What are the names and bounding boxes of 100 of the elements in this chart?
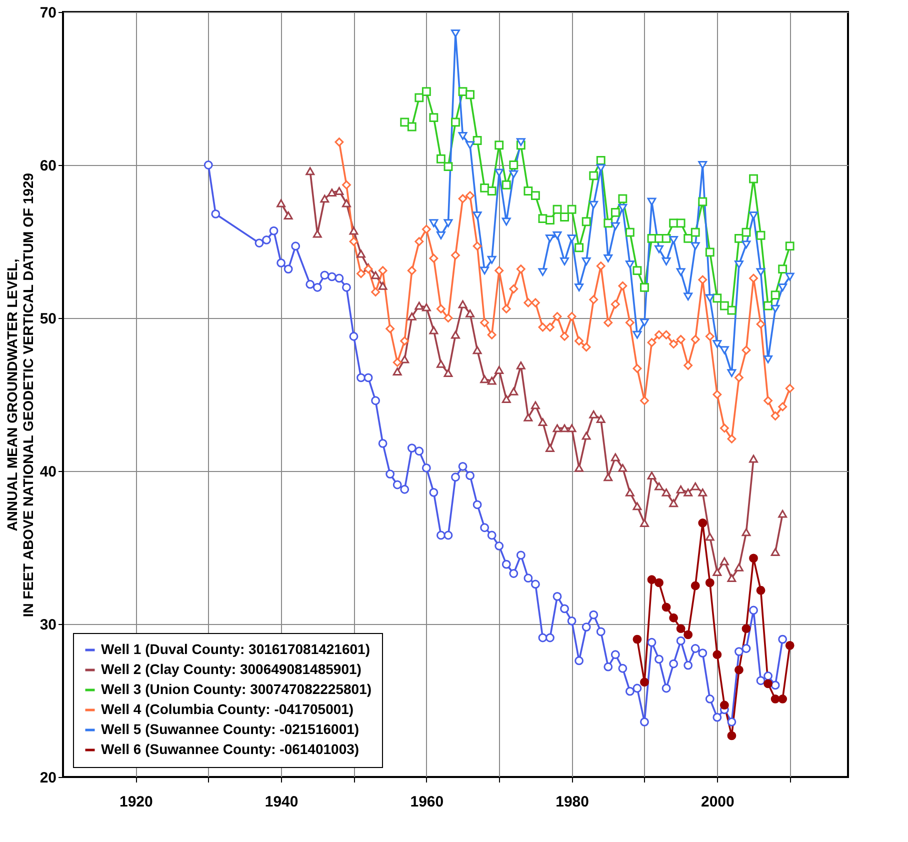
x-tick-label: 1980 (556, 794, 589, 810)
point (669, 613, 678, 622)
point (690, 242, 700, 250)
point (524, 186, 533, 196)
point (684, 630, 693, 640)
point (705, 294, 714, 302)
point (654, 245, 664, 254)
point (647, 198, 656, 206)
point (698, 518, 708, 528)
point (712, 650, 722, 660)
point (676, 268, 686, 276)
point (778, 694, 788, 704)
point (494, 140, 504, 150)
point (770, 304, 780, 313)
point (764, 301, 773, 310)
point (546, 234, 554, 242)
x-tick-label: 1920 (120, 794, 153, 810)
y-axis-title: ANNUAL MEAN GROUNDWATER LEVEL, IN FEET ABOVE NATIONAL GEODETIC VERTICAL DATUM OF 1929 (4, 172, 36, 618)
point (734, 234, 744, 243)
point (487, 186, 496, 196)
point (552, 231, 562, 240)
point (764, 679, 773, 688)
point (727, 369, 736, 378)
point (451, 118, 460, 127)
legend-label: Well 6 (Suwannee County: -061401003) (101, 741, 360, 757)
y-tick-label: 60 (40, 158, 56, 174)
point (444, 219, 453, 228)
point (509, 170, 518, 178)
y-tick-label: 30 (40, 616, 56, 634)
point (749, 212, 758, 220)
point (618, 204, 628, 212)
point (684, 234, 693, 243)
point (429, 219, 438, 228)
point (429, 113, 438, 122)
point (400, 118, 410, 127)
point (582, 257, 591, 266)
point (466, 141, 474, 150)
point (712, 294, 722, 303)
point (698, 197, 708, 206)
point (414, 93, 424, 102)
point (502, 180, 511, 190)
point (509, 160, 518, 170)
point (625, 228, 634, 237)
point (742, 624, 751, 634)
point (436, 231, 446, 240)
point (770, 290, 780, 300)
point (705, 578, 714, 588)
point (742, 240, 751, 249)
point (530, 191, 540, 200)
point (610, 208, 620, 217)
point (734, 260, 744, 268)
point (742, 228, 751, 237)
point (756, 268, 766, 276)
point (727, 731, 736, 740)
point (662, 234, 671, 243)
point (698, 161, 708, 169)
point (654, 578, 664, 588)
point (618, 194, 628, 204)
point (669, 236, 678, 244)
point (785, 242, 794, 251)
point (690, 228, 700, 237)
point (574, 243, 584, 252)
point (770, 694, 780, 704)
x-tick-label: 1940 (264, 794, 298, 810)
point (756, 586, 766, 595)
point (676, 624, 686, 634)
point (705, 248, 714, 257)
point (538, 268, 548, 276)
point (560, 212, 569, 222)
legend-label: Well 2 (Clay County: 300649081485901) (101, 661, 362, 677)
legend-label: Well 4 (Columbia County: -041705001) (101, 701, 354, 717)
point (676, 218, 686, 228)
point (407, 122, 416, 132)
point (632, 266, 642, 276)
legend-label: Well 5 (Suwannee County: -021516001) (101, 721, 360, 737)
point (574, 283, 584, 292)
point (466, 90, 474, 100)
point (778, 283, 788, 292)
point (625, 260, 634, 268)
point (778, 264, 788, 274)
point (436, 154, 446, 164)
point (516, 138, 526, 146)
point (640, 318, 649, 327)
point (604, 218, 613, 228)
point (582, 217, 591, 226)
point (720, 700, 729, 710)
point (472, 136, 482, 145)
point (749, 554, 758, 563)
point (632, 330, 642, 339)
point (690, 581, 700, 590)
point (502, 218, 511, 226)
legend-label: Well 3 (Union County: 300747082225801) (101, 681, 372, 697)
point (640, 282, 649, 292)
point (662, 257, 671, 266)
point (734, 665, 744, 674)
y-tick-label: 70 (40, 4, 56, 22)
point (610, 222, 620, 230)
point (604, 254, 613, 262)
point (444, 162, 453, 171)
point (589, 171, 598, 180)
